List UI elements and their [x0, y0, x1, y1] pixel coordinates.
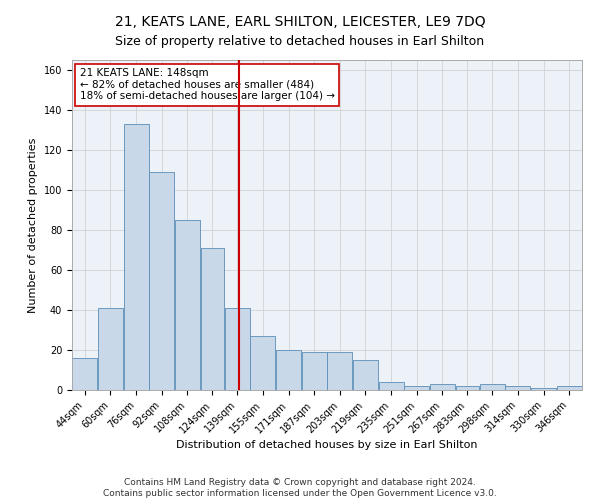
Bar [175, 220, 200, 390]
Bar [479, 384, 505, 390]
Bar [276, 350, 301, 390]
Text: 21, KEATS LANE, EARL SHILTON, LEICESTER, LE9 7DQ: 21, KEATS LANE, EARL SHILTON, LEICESTER,… [115, 15, 485, 29]
Bar [353, 360, 378, 390]
Text: Size of property relative to detached houses in Earl Shilton: Size of property relative to detached ho… [115, 35, 485, 48]
Bar [430, 384, 455, 390]
Bar [505, 386, 530, 390]
Bar [557, 386, 582, 390]
X-axis label: Distribution of detached houses by size in Earl Shilton: Distribution of detached houses by size … [176, 440, 478, 450]
Bar [531, 388, 556, 390]
Bar [124, 124, 149, 390]
Text: Contains HM Land Registry data © Crown copyright and database right 2024.
Contai: Contains HM Land Registry data © Crown c… [103, 478, 497, 498]
Bar [200, 248, 224, 390]
Bar [455, 386, 479, 390]
Bar [302, 352, 327, 390]
Text: 21 KEATS LANE: 148sqm
← 82% of detached houses are smaller (484)
18% of semi-det: 21 KEATS LANE: 148sqm ← 82% of detached … [80, 68, 335, 102]
Bar [224, 308, 250, 390]
Bar [149, 172, 175, 390]
Bar [250, 336, 275, 390]
Bar [327, 352, 352, 390]
Bar [404, 386, 430, 390]
Y-axis label: Number of detached properties: Number of detached properties [28, 138, 38, 312]
Bar [72, 358, 97, 390]
Bar [379, 382, 404, 390]
Bar [98, 308, 123, 390]
